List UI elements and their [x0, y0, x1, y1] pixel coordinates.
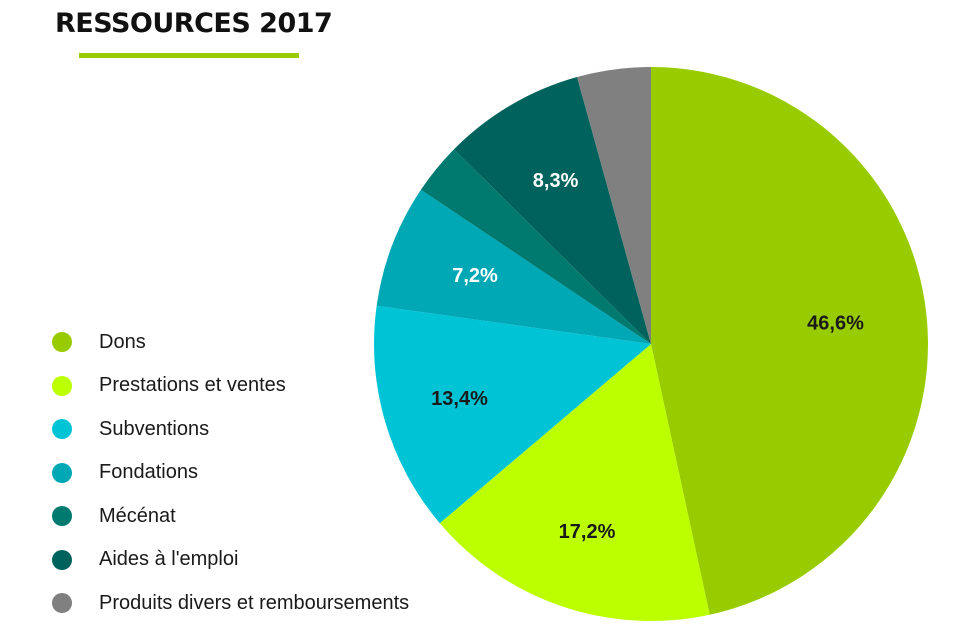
- legend-item: Aides à l'emploi: [52, 545, 238, 575]
- slice-value-label-0: 46,6%: [807, 312, 864, 334]
- pie-slice-6: [577, 67, 651, 344]
- legend-item: Subventions: [52, 414, 209, 444]
- legend-swatch: [52, 419, 72, 439]
- legend-swatch: [52, 593, 72, 613]
- legend-item: Produits divers et remboursements: [52, 588, 409, 618]
- legend-item: Dons: [52, 327, 146, 357]
- chart-title: RESSOURCES 2017: [55, 8, 333, 39]
- legend-item: Mécénat: [52, 501, 176, 531]
- legend-item: Prestations et ventes: [52, 371, 286, 401]
- pie-slice-3: [376, 189, 651, 344]
- legend-label: Mécénat: [99, 504, 176, 527]
- legend-swatch: [52, 462, 72, 483]
- legend-swatch: [52, 549, 72, 570]
- legend-swatch: [52, 506, 72, 526]
- pie-slice-5: [453, 77, 651, 345]
- legend-label: Subventions: [99, 417, 210, 440]
- legend-label: Prestations et ventes: [99, 374, 286, 396]
- pie-slice-4: [420, 149, 651, 344]
- legend-item: Fondations: [52, 458, 198, 488]
- title-underline: [79, 53, 299, 58]
- pie-slice-0: [651, 67, 928, 615]
- legend-label: Fondations: [99, 461, 198, 483]
- legend-label: Aides à l'emploi: [99, 548, 239, 570]
- slice-value-label-2: 13,4%: [431, 388, 488, 410]
- legend-label: Produits divers et remboursements: [99, 591, 410, 614]
- legend-swatch: [52, 332, 72, 352]
- slice-value-label-1: 17,2%: [559, 521, 616, 543]
- legend-label: Dons: [99, 330, 146, 353]
- legend-swatch: [52, 375, 72, 396]
- pie-slice-1: [439, 344, 710, 621]
- slice-value-label-5: 8,3%: [533, 170, 579, 192]
- slice-value-label-3: 7,2%: [452, 265, 498, 287]
- pie-slice-2: [373, 305, 651, 524]
